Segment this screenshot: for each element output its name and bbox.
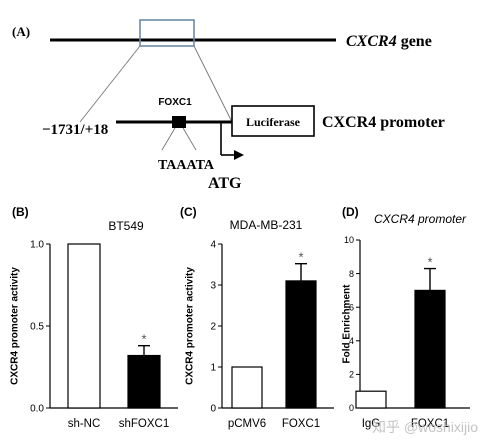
panel-b-bar-shfoxc1 bbox=[127, 354, 161, 409]
panel-c-title: MDA-MB-231 bbox=[230, 218, 303, 232]
motif-line-right bbox=[182, 127, 197, 151]
panel-d-significance-star: * bbox=[427, 255, 432, 270]
atg-label: ATG bbox=[208, 175, 242, 192]
panel-d-ylabel: Fold Enrichment bbox=[342, 284, 353, 364]
panel-c-category-label: FOXC1 bbox=[282, 418, 320, 430]
panel-c-chart: (C) MDA-MB-231 CXCR4 promoter activity 0 1 2 3… bbox=[180, 205, 334, 430]
position-label: −1731/+18 bbox=[42, 122, 108, 138]
panel-c-ytick-label: 2 bbox=[210, 322, 216, 333]
panel-b-significance-star: * bbox=[141, 332, 146, 347]
panel-b-category-label: sh-NC bbox=[68, 418, 101, 430]
panel-b-ytick-label: 0.5 bbox=[30, 322, 44, 333]
panel-d-ytick-label: 4 bbox=[349, 336, 354, 346]
luciferase-label: Luciferase bbox=[246, 115, 301, 129]
panel-d-label: (D) bbox=[342, 205, 359, 219]
panel-b-category-label: shFOXC1 bbox=[119, 418, 170, 430]
panel-d-chart: (D) CXCR4 promoter Fold Enrichment 0 2 4 6 8 10 I… bbox=[342, 205, 470, 430]
panel-d-bar-foxc1 bbox=[414, 289, 446, 409]
panel-a: (A) CXCR4 gene FOXC1 −1731/+18 TAAATA AT… bbox=[12, 19, 445, 192]
panel-b-ytick-label: 0.0 bbox=[30, 404, 44, 415]
panel-d-category-label: IgG bbox=[362, 418, 381, 430]
watermark: 知乎 @woshixijio bbox=[372, 419, 478, 435]
panel-c-ylabel: CXCR4 promoter activity bbox=[185, 267, 196, 385]
panel-d-title: CXCR4 promoter bbox=[374, 212, 467, 226]
panel-d-ytick-label: 10 bbox=[344, 235, 354, 245]
panel-c-ytick-label: 0 bbox=[210, 404, 216, 415]
panel-d-bar-igg bbox=[355, 390, 387, 409]
panel-b-chart: (B) BT549 CXCR4 promoter activity 0.0 0.5 1.0… bbox=[10, 205, 178, 430]
panel-b-ylabel: CXCR4 promoter activity bbox=[10, 267, 21, 385]
panel-b-ytick-label: 1.0 bbox=[30, 240, 44, 251]
zoom-line-left bbox=[79, 45, 141, 123]
panel-b-title: BT549 bbox=[108, 219, 144, 233]
tss-arrowhead bbox=[234, 150, 244, 160]
panel-c-bar-foxc1 bbox=[285, 280, 317, 409]
zoom-box bbox=[139, 19, 195, 47]
panel-c-significance-star: * bbox=[298, 250, 303, 265]
motif-line-left bbox=[161, 127, 176, 151]
panel-c-ytick-label: 3 bbox=[210, 281, 216, 292]
zoom-line-right bbox=[193, 45, 233, 123]
panel-d-category-label: FOXC1 bbox=[411, 418, 449, 430]
panel-c-bar-pcmv6 bbox=[231, 366, 263, 409]
panel-d-ytick-label: 2 bbox=[349, 370, 354, 380]
panel-d-ytick-label: 6 bbox=[349, 302, 354, 312]
luciferase-box bbox=[231, 105, 315, 137]
panel-c-label: (C) bbox=[180, 205, 197, 219]
panel-b-bar-sh-nc bbox=[67, 243, 101, 409]
foxc1-site-label: FOXC1 bbox=[158, 97, 192, 108]
gene-label: CXCR4 gene bbox=[346, 33, 432, 50]
panel-a-label: (A) bbox=[12, 24, 30, 39]
panel-c-ytick-label: 1 bbox=[210, 363, 216, 374]
panel-c-ytick-label: 4 bbox=[210, 240, 216, 251]
panel-c-category-label: pCMV6 bbox=[228, 418, 266, 430]
promoter-label: CXCR4 promoter bbox=[322, 114, 445, 131]
panel-d-ytick-label: 8 bbox=[349, 269, 354, 279]
motif-label: TAAATA bbox=[158, 158, 215, 173]
foxc1-binding-site bbox=[172, 116, 186, 128]
panel-d-ytick-label: 0 bbox=[349, 403, 354, 413]
panel-b-label: (B) bbox=[12, 205, 29, 219]
